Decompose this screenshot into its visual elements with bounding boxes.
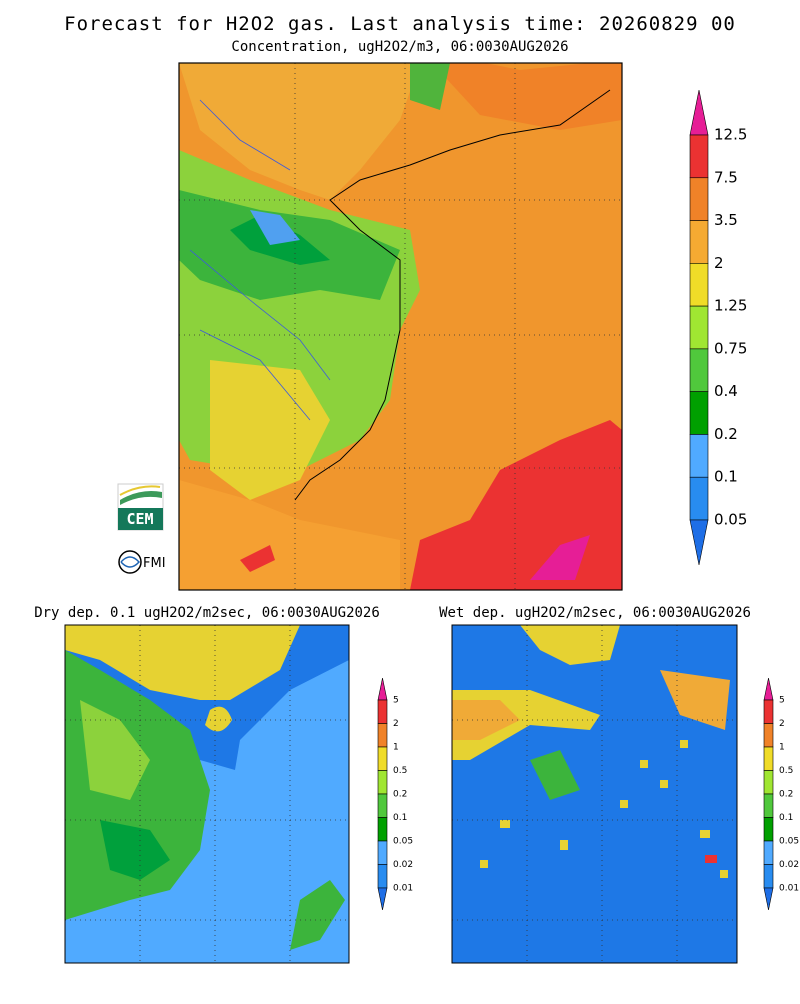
colorbar-label: 1.25: [714, 297, 747, 315]
colorbar-label: 0.5: [393, 766, 407, 776]
page-title: Forecast for H2O2 gas. Last analysis tim…: [64, 13, 736, 35]
colorbar-segment: [377, 840, 388, 865]
colorbar-segment: [377, 699, 388, 724]
colorbar-label: 0.2: [714, 425, 738, 443]
colorbar-segment: [689, 476, 709, 521]
colorbar-segment: [763, 699, 774, 724]
fmi-logo: FMI: [118, 550, 166, 574]
colorbar-label: 0.75: [714, 339, 747, 357]
colorbar-label: 1: [393, 743, 399, 753]
colorbar-label: 0.05: [714, 511, 747, 529]
colorbar-segment: [377, 770, 388, 795]
colorbar-segment: [689, 434, 709, 478]
colorbar-label: 0.01: [393, 884, 413, 894]
cem-logo: CEM: [117, 483, 164, 531]
page-subtitle: Concentration, ugH2O2/m3, 06:0030AUG2026: [231, 39, 568, 55]
main-map: [178, 62, 623, 591]
colorbar-label: 12.5: [714, 126, 747, 144]
panel-title: Wet dep. ugH2O2/m2sec, 06:0030AUG2026: [439, 605, 751, 621]
colorbar-label: 2: [779, 719, 785, 729]
colorbar-segment: [377, 723, 388, 748]
colorbar-label: 0.2: [779, 790, 793, 800]
colorbar-label: 5: [393, 696, 399, 706]
colorbar-label: 2: [393, 719, 399, 729]
colorbar-label: 0.1: [779, 813, 793, 823]
colorbar-label: 0.05: [779, 837, 799, 847]
colorbar-segment: [763, 864, 774, 889]
colorbar-segment: [689, 305, 709, 350]
colorbar-segment: [689, 348, 709, 392]
colorbar-segment: [763, 746, 774, 771]
colorbar-segment: [377, 864, 388, 889]
colorbar-label: 5: [779, 696, 785, 706]
colorbar-label: 0.5: [779, 766, 793, 776]
colorbar-segment: [689, 177, 709, 221]
colorbar-segment: [377, 793, 388, 818]
colorbar-segment: [689, 391, 709, 435]
colorbar-arrow: [377, 887, 388, 911]
colorbar-segment: [763, 793, 774, 818]
colorbar-segment: [763, 840, 774, 865]
colorbar-label: 0.1: [393, 813, 407, 823]
colorbar-label: 0.01: [779, 884, 799, 894]
colorbar-arrow: [689, 519, 709, 566]
colorbar-segment: [763, 770, 774, 795]
colorbar-arrow: [763, 887, 774, 911]
colorbar-segment: [763, 723, 774, 748]
colorbar-segment: [377, 746, 388, 771]
colorbar-segment: [377, 817, 388, 842]
colorbar-label: 3.5: [714, 211, 738, 229]
panel-title: Dry dep. 0.1 ugH2O2/m2sec, 06:0030AUG202…: [34, 605, 380, 621]
colorbar-segment: [763, 817, 774, 842]
wet-dep-map: [451, 624, 738, 964]
fmi-logo-text: FMI: [143, 556, 166, 571]
cem-logo-text: CEM: [126, 510, 153, 528]
colorbar-label: 0.2: [393, 790, 407, 800]
colorbar-label: 2: [714, 254, 724, 272]
dry-dep-map: [64, 624, 350, 964]
colorbar-label: 0.1: [714, 468, 738, 486]
colorbar-label: 1: [779, 743, 785, 753]
colorbar-label: 0.02: [779, 860, 799, 870]
colorbar-segment: [689, 263, 709, 307]
colorbar-label: 0.05: [393, 837, 413, 847]
colorbar-segment: [689, 134, 709, 179]
colorbar-segment: [689, 220, 709, 264]
colorbar-label: 7.5: [714, 168, 738, 186]
colorbar-label: 0.02: [393, 860, 413, 870]
colorbar-label: 0.4: [714, 382, 738, 400]
